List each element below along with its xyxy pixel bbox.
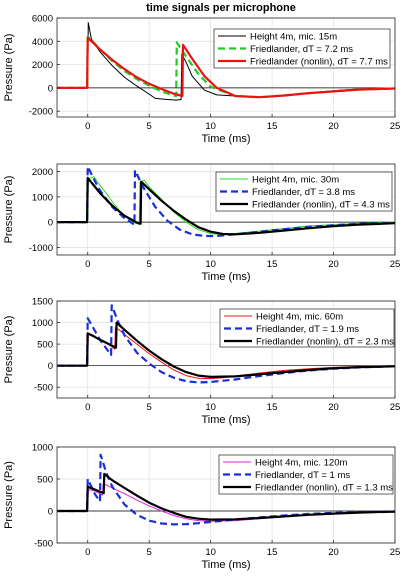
- x-tick-label: 0: [85, 402, 90, 413]
- series-line-2: [57, 165, 396, 238]
- legend-label: Height 4m, mic. 60m: [256, 312, 343, 323]
- series-group: [57, 453, 396, 526]
- y-axis-label: Pressure (Pa): [3, 34, 15, 102]
- y-tick-label: 1000: [32, 443, 53, 454]
- ticks: 0 5 10 15 20 25 -2000 0 2000 4000 6000: [29, 14, 401, 133]
- legend-label: Friedlander, dT = 1 ms: [255, 470, 350, 481]
- series-group: [57, 22, 396, 101]
- x-tick-label: 15: [267, 121, 278, 132]
- y-tick-label: 4000: [32, 37, 53, 48]
- x-tick-label: 5: [147, 259, 152, 270]
- x-tick-label: 10: [205, 547, 216, 558]
- x-tick-label: 25: [390, 547, 401, 558]
- x-axis-label: Time (ms): [201, 414, 250, 426]
- legend-label: Height 4m, mic. 15m: [250, 32, 337, 43]
- x-tick-label: 0: [85, 259, 90, 270]
- y-tick-label: 2000: [32, 60, 53, 71]
- series-line-3: [57, 472, 396, 521]
- x-tick-label: 20: [328, 547, 339, 558]
- x-tick-label: 5: [147, 547, 152, 558]
- y-tick-label: 1000: [32, 192, 53, 203]
- axes-frame: [56, 300, 396, 399]
- y-tick-label: 0: [48, 83, 53, 94]
- x-tick-label: 10: [205, 121, 216, 132]
- legend-label: Friedlander (nonlin), dT = 1.3 ms: [255, 483, 393, 494]
- panel-2: 0 5 10 15 20 25 -1000 0 1000 2000 Time (ms) Pressur…: [3, 163, 401, 283]
- y-tick-label: -1000: [29, 243, 53, 254]
- legend-label: Friedlander (nonlin), dT = 4.3 ms: [252, 200, 390, 211]
- legend-label: Friedlander (nonlin), dT = 7.7 ms: [250, 57, 388, 68]
- x-axis-label: Time (ms): [201, 559, 250, 571]
- legend-label: Height 4m, mic. 30m: [252, 175, 339, 186]
- y-tick-label: 1500: [32, 297, 53, 308]
- figure-title: time signals per microphone: [146, 2, 296, 14]
- x-tick-label: 20: [328, 121, 339, 132]
- series-group: [57, 165, 396, 238]
- x-tick-label: 15: [267, 547, 278, 558]
- series-line-3: [57, 176, 396, 236]
- series-line-3: [57, 321, 396, 378]
- panel-4: 0 5 10 15 20 25 -500 0 500 1000 Time (ms) Pressure …: [3, 443, 400, 572]
- y-tick-label: -500: [34, 539, 53, 550]
- x-tick-label: 15: [267, 402, 278, 413]
- axes-frame: [56, 163, 396, 256]
- legend-label: Friedlander, dT = 7.2 ms: [250, 44, 353, 55]
- series-group: [57, 304, 396, 384]
- legend-label: Friedlander, dT = 1.9 ms: [256, 324, 359, 335]
- panel-1: 0 5 10 15 20 25 -2000 0 2000 4000 6000 Time (ms) Pre…: [3, 14, 400, 146]
- x-tick-label: 0: [85, 547, 90, 558]
- series-line-2: [57, 453, 396, 526]
- y-tick-label: -500: [34, 383, 53, 394]
- y-tick-label: 0: [48, 361, 53, 372]
- axes-frame: [56, 446, 396, 544]
- x-axis-label: Time (ms): [201, 271, 250, 283]
- legend-label: Height 4m, mic. 120m: [255, 458, 347, 469]
- legend-label: Friedlander, dT = 3.8 ms: [252, 187, 355, 198]
- x-tick-label: 10: [205, 259, 216, 270]
- x-tick-label: 5: [147, 402, 152, 413]
- axes-frame: [56, 17, 396, 118]
- x-axis-label: Time (ms): [201, 133, 250, 145]
- y-tick-label: -2000: [29, 107, 53, 118]
- series-line-3: [57, 36, 396, 99]
- y-tick-label: 0: [48, 218, 53, 229]
- x-tick-label: 20: [328, 259, 339, 270]
- legend-label: Friedlander (nonlin), dT = 2.3 ms: [256, 337, 394, 348]
- y-axis-label: Pressure (Pa): [3, 461, 15, 529]
- y-tick-label: 1000: [32, 318, 53, 329]
- ticks: 0 5 10 15 20 25 -500 0 500 1000 1500: [32, 297, 400, 414]
- y-tick-label: 500: [37, 340, 53, 351]
- y-tick-label: 0: [48, 507, 53, 518]
- x-tick-label: 25: [390, 121, 401, 132]
- ticks: 0 5 10 15 20 25 -500 0 500 1000: [32, 443, 400, 559]
- x-tick-label: 25: [390, 259, 401, 270]
- y-tick-label: 2000: [32, 167, 53, 178]
- panel-3: 0 5 10 15 20 25 -500 0 500 1000 1500 Time (ms) Press…: [3, 297, 400, 427]
- ticks: 0 5 10 15 20 25 -1000 0 1000 2000: [29, 167, 401, 270]
- y-tick-label: 6000: [32, 14, 53, 25]
- y-axis-label: Pressure (Pa): [3, 176, 15, 244]
- series-line-2: [57, 35, 396, 99]
- x-tick-label: 0: [85, 121, 90, 132]
- y-tick-label: 500: [37, 475, 53, 486]
- x-tick-label: 5: [147, 121, 152, 132]
- x-tick-label: 25: [390, 402, 401, 413]
- x-tick-label: 15: [267, 259, 278, 270]
- x-tick-label: 10: [205, 402, 216, 413]
- x-tick-label: 20: [328, 402, 339, 413]
- y-axis-label: Pressure (Pa): [3, 316, 15, 384]
